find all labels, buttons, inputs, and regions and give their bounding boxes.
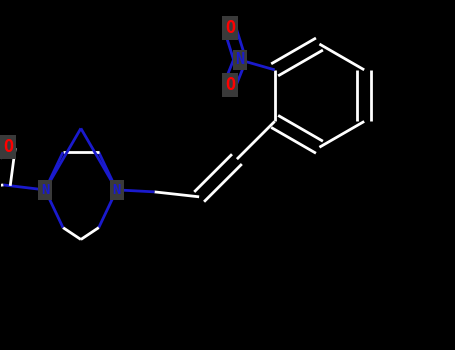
Text: O: O: [3, 138, 13, 156]
Text: N: N: [41, 183, 49, 197]
Text: O: O: [225, 19, 235, 37]
Text: N: N: [235, 52, 244, 68]
Text: O: O: [225, 76, 235, 94]
Text: N: N: [112, 183, 121, 197]
